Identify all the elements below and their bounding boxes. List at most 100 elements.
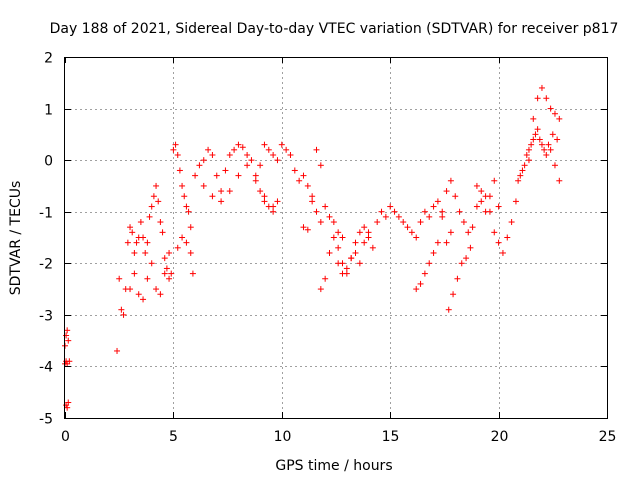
data-point: [140, 296, 147, 303]
data-point: [157, 291, 164, 298]
data-point: [335, 260, 342, 267]
data-point: [174, 244, 181, 251]
data-point: [356, 229, 363, 236]
data-point: [543, 95, 550, 102]
data-point: [170, 146, 177, 153]
data-point: [317, 219, 324, 226]
data-point: [218, 198, 225, 205]
data-point: [335, 229, 342, 236]
x-tick-label: 15: [382, 429, 400, 445]
data-point: [374, 219, 381, 226]
data-point: [491, 229, 498, 236]
data-point: [326, 249, 333, 256]
data-point: [155, 198, 162, 205]
data-point: [538, 141, 545, 148]
data-point: [309, 193, 316, 200]
data-point: [556, 115, 563, 122]
data-point: [504, 234, 511, 241]
x-axis-label: GPS time / hours: [275, 458, 392, 474]
data-point: [120, 311, 127, 318]
data-point: [378, 208, 385, 215]
data-point: [486, 193, 493, 200]
data-point: [534, 95, 541, 102]
data-point: [400, 219, 407, 226]
data-point: [287, 151, 294, 158]
data-point: [244, 151, 251, 158]
data-point: [300, 224, 307, 231]
data-point: [491, 177, 498, 184]
data-point: [554, 136, 561, 143]
data-point: [200, 157, 207, 164]
data-point: [231, 146, 238, 153]
data-point: [521, 162, 528, 169]
data-point: [525, 146, 532, 153]
data-point: [391, 208, 398, 215]
data-point: [313, 208, 320, 215]
data-point: [556, 177, 563, 184]
data-point: [179, 234, 186, 241]
data-point: [447, 229, 454, 236]
y-tick-label: 2: [44, 51, 53, 67]
data-point: [482, 208, 489, 215]
data-point: [458, 260, 465, 267]
data-point: [174, 151, 181, 158]
x-tick-label: 0: [61, 429, 70, 445]
data-point: [413, 234, 420, 241]
data-point: [467, 244, 474, 251]
data-point: [252, 172, 259, 179]
data-point: [495, 239, 502, 246]
data-point: [157, 219, 164, 226]
data-point: [200, 182, 207, 189]
data-point: [222, 167, 229, 174]
data-point: [387, 203, 394, 210]
tick-labels: 0 5 10 15 20 25 -5 -4 -3 -2 -1 0 1 2: [39, 51, 616, 446]
data-point: [450, 291, 457, 298]
data-point: [261, 193, 268, 200]
data-point: [508, 219, 515, 226]
data-point: [127, 224, 134, 231]
data-point: [63, 332, 70, 339]
data-point: [181, 193, 188, 200]
data-point: [239, 144, 246, 151]
data-point: [541, 146, 548, 153]
data-point: [261, 141, 268, 148]
data-point: [395, 213, 402, 220]
data-point: [135, 291, 142, 298]
data-point: [304, 182, 311, 189]
x-tick-label: 25: [599, 429, 617, 445]
data-point: [176, 167, 183, 174]
data-point: [352, 239, 359, 246]
data-point: [499, 249, 506, 256]
data-point: [185, 208, 192, 215]
data-point: [187, 224, 194, 231]
data-point: [116, 275, 123, 282]
data-point: [131, 270, 138, 277]
data-point: [322, 275, 329, 282]
data-points: [62, 84, 563, 411]
data-point: [183, 203, 190, 210]
data-point: [473, 203, 480, 210]
data-point: [166, 249, 173, 256]
data-point: [434, 198, 441, 205]
data-point: [439, 213, 446, 220]
data-point: [133, 239, 140, 246]
data-point: [235, 172, 242, 179]
data-point: [127, 286, 134, 293]
data-point: [361, 224, 368, 231]
x-tick-label: 20: [491, 429, 509, 445]
data-point: [547, 105, 554, 112]
data-point: [209, 193, 216, 200]
data-point: [330, 234, 337, 241]
data-point: [512, 198, 519, 205]
data-point: [417, 219, 424, 226]
data-point: [430, 203, 437, 210]
data-point: [179, 182, 186, 189]
data-point: [166, 275, 173, 282]
axis-ticks: [65, 57, 608, 419]
data-point: [463, 255, 470, 262]
y-tick-label: -1: [39, 206, 53, 222]
data-point: [261, 198, 268, 205]
data-point: [304, 226, 311, 233]
data-point: [296, 177, 303, 184]
data-point: [549, 131, 556, 138]
